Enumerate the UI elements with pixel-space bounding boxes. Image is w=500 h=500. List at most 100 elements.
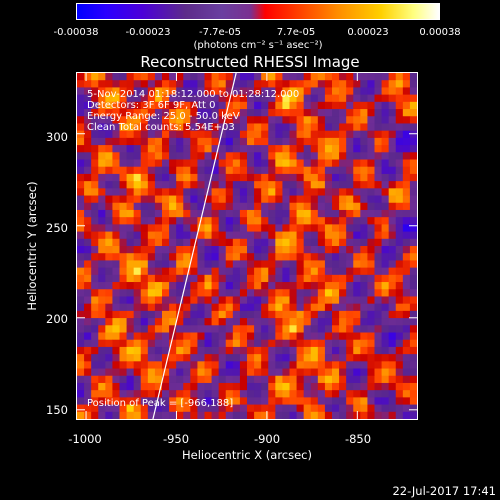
heatmap-cell bbox=[247, 332, 255, 341]
heatmap-cell bbox=[239, 195, 248, 204]
heatmap-cell bbox=[332, 397, 340, 405]
heatmap-cell bbox=[268, 87, 276, 96]
heatmap-cell bbox=[395, 224, 404, 232]
heatmap-cell bbox=[367, 173, 375, 182]
heatmap-cell bbox=[133, 73, 142, 81]
heatmap-cell bbox=[367, 318, 375, 326]
heatmap-cell bbox=[353, 145, 361, 153]
heatmap-cell bbox=[409, 390, 417, 398]
heatmap-cell bbox=[324, 404, 333, 413]
colorbar-tick-label: -7.7e-05 bbox=[199, 27, 241, 38]
heatmap-cell bbox=[353, 368, 361, 377]
heatmap-cell bbox=[268, 361, 276, 369]
heatmap-cell bbox=[254, 188, 262, 196]
heatmap-cell bbox=[91, 152, 99, 160]
heatmap-cell bbox=[197, 202, 205, 211]
heatmap-cell bbox=[162, 346, 170, 355]
heatmap-cell bbox=[169, 73, 177, 81]
heatmap-cell bbox=[282, 159, 290, 168]
heatmap-cell bbox=[268, 346, 276, 355]
heatmap-cell bbox=[147, 404, 156, 413]
heatmap-cell bbox=[324, 390, 333, 398]
heatmap-cell bbox=[204, 346, 212, 355]
heatmap-cell bbox=[254, 217, 262, 225]
heatmap-cell bbox=[317, 368, 326, 377]
heatmap-cell bbox=[360, 87, 368, 96]
heatmap-cell bbox=[190, 166, 198, 175]
heatmap-cell bbox=[84, 195, 92, 204]
heatmap-cell bbox=[303, 289, 312, 297]
heatmap-cell bbox=[268, 94, 276, 103]
heatmap-cell bbox=[204, 361, 212, 369]
heatmap-cell bbox=[225, 238, 234, 247]
heatmap-cell bbox=[402, 159, 411, 168]
heatmap-cell bbox=[332, 209, 340, 218]
heatmap-cell bbox=[324, 361, 333, 369]
heatmap-cell bbox=[310, 303, 319, 312]
heatmap-cell bbox=[169, 368, 177, 377]
heatmap-cell bbox=[296, 116, 305, 124]
heatmap-cell bbox=[133, 346, 142, 355]
heatmap-cell bbox=[105, 202, 113, 211]
heatmap-cell bbox=[162, 382, 170, 391]
heatmap-cell bbox=[388, 368, 397, 377]
heatmap-cell bbox=[126, 346, 135, 355]
heatmap-cell bbox=[183, 130, 191, 139]
heatmap-cell bbox=[303, 130, 312, 139]
heatmap-cell bbox=[77, 173, 85, 182]
heatmap-cell bbox=[332, 202, 340, 211]
heatmap-cell bbox=[289, 137, 297, 146]
heatmap-cell bbox=[133, 267, 142, 276]
heatmap-cell bbox=[289, 274, 297, 283]
heatmap-cell bbox=[381, 303, 390, 312]
heatmap-cell bbox=[126, 173, 135, 182]
heatmap-cell bbox=[324, 116, 333, 124]
heatmap-cell bbox=[381, 318, 390, 326]
heatmap-cell bbox=[303, 260, 312, 269]
heatmap-cell bbox=[388, 123, 397, 132]
heatmap-cell bbox=[218, 332, 227, 341]
heatmap-cell bbox=[147, 181, 156, 189]
heatmap-cell bbox=[112, 166, 120, 175]
heatmap-cell bbox=[204, 80, 212, 88]
heatmap-cell bbox=[91, 130, 99, 139]
heatmap-cell bbox=[211, 238, 220, 247]
heatmap-cell bbox=[197, 152, 205, 160]
heatmap-cell bbox=[402, 382, 411, 391]
heatmap-cell bbox=[402, 318, 411, 326]
heatmap-cell bbox=[105, 109, 113, 117]
heatmap-cell bbox=[332, 368, 340, 377]
heatmap-cell bbox=[317, 267, 326, 276]
heatmap-cell bbox=[126, 152, 135, 160]
heatmap-cell bbox=[374, 188, 382, 196]
heatmap-cell bbox=[324, 332, 333, 341]
heatmap-cell bbox=[310, 202, 319, 211]
heatmap-cell bbox=[239, 260, 248, 269]
heatmap-cell bbox=[204, 303, 212, 312]
heatmap-cell bbox=[409, 166, 417, 175]
heatmap-cell bbox=[317, 130, 326, 139]
heatmap-cell bbox=[239, 325, 248, 333]
heatmap-cell bbox=[183, 411, 191, 419]
heatmap-cell bbox=[154, 346, 163, 355]
heatmap-cell bbox=[339, 361, 347, 369]
heatmap-cell bbox=[303, 166, 312, 175]
heatmap-cell bbox=[133, 231, 142, 240]
heatmap-cell bbox=[77, 87, 85, 96]
heatmap-cell bbox=[133, 368, 142, 377]
heatmap-cell bbox=[176, 390, 184, 398]
heatmap-cell bbox=[388, 181, 397, 189]
heatmap-cell bbox=[247, 166, 255, 175]
heatmap-cell bbox=[282, 87, 290, 96]
heatmap-cell bbox=[268, 404, 276, 413]
heatmap-cell bbox=[409, 354, 417, 362]
heatmap-cell bbox=[239, 361, 248, 369]
heatmap-cell bbox=[77, 130, 85, 139]
heatmap-cell bbox=[268, 354, 276, 362]
heatmap-cell bbox=[77, 404, 85, 413]
heatmap-cell bbox=[324, 87, 333, 96]
heatmap-cell bbox=[289, 253, 297, 261]
heatmap-cell bbox=[112, 289, 120, 297]
heatmap-cell bbox=[197, 361, 205, 369]
heatmap-cell bbox=[296, 339, 305, 348]
